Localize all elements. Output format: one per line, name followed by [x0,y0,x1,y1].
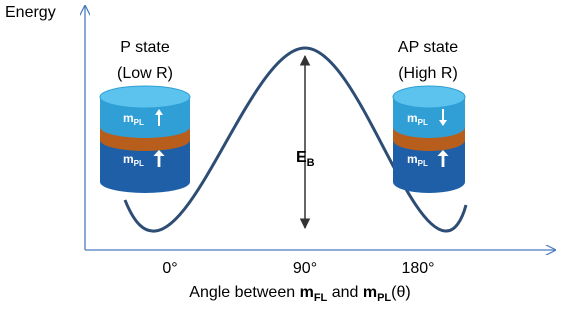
x-label: Angle between mFL and mPL(θ) [189,284,410,304]
x-label-part: m [300,284,314,301]
y-label: Energy [5,4,56,21]
x-label-part: PL [377,292,391,304]
magnet-subscript: PL [134,118,144,127]
magnet-symbol: m [407,152,418,166]
x-label-part: (θ) [391,284,411,301]
state-resistance: (High R) [398,65,458,82]
cylinder-top [393,86,465,108]
x-label-part: and [327,284,363,301]
magnet-subscript: PL [134,159,144,168]
state-name: P state [120,39,170,56]
magnet-symbol: m [123,152,134,166]
state-resistance: (Low R) [117,65,173,82]
x-tick: 90° [293,260,317,277]
state-name: AP state [398,39,458,56]
magnet-subscript: PL [418,118,428,127]
barrier-symbol: E [296,149,307,166]
magnet-symbol: m [407,111,418,125]
x-tick: 180° [401,260,434,277]
cylinder-top [100,86,190,108]
diagram: Energy EB 0° 90° 180° Angle between mFL … [0,0,563,310]
x-label-part: Angle between [189,284,299,301]
x-tick: 0° [162,260,177,277]
x-label-part: FL [314,292,328,304]
x-label-part: m [363,284,377,301]
magnet-subscript: PL [418,159,428,168]
magnet-symbol: m [123,111,134,125]
barrier-subscript: B [307,157,315,169]
